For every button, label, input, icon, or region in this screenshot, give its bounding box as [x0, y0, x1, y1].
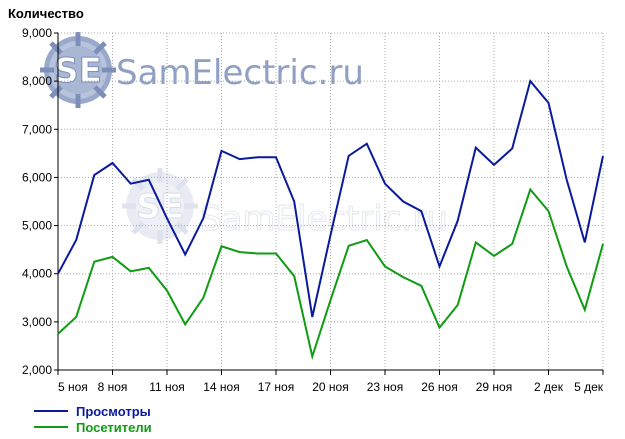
watermark-badge-faint-text: SE — [136, 187, 184, 227]
legend-swatch-views — [34, 410, 68, 412]
legend: Просмотры Посетители — [34, 403, 152, 435]
y-tick-label: 5,000 — [22, 219, 52, 233]
x-tick-label: 29 ноя — [476, 380, 512, 394]
legend-label-visitors: Посетители — [76, 419, 152, 435]
x-tick-label: 2 дек — [534, 380, 564, 394]
legend-item-views: Просмотры — [34, 403, 152, 419]
x-tick-label: 5 ноя — [58, 380, 88, 394]
y-tick-label: 3,000 — [22, 315, 52, 329]
x-tick-label: 23 ноя — [367, 380, 403, 394]
watermark-top: SE SamElectric.ru — [40, 32, 364, 108]
watermark-logo-faint-icon: SE — [122, 168, 198, 244]
x-axis-ticks: 5 ноя 8 ноя 11 ноя 14 ноя 17 ноя 20 ноя 23 ноя… — [57, 370, 604, 394]
legend-item-visitors: Посетители — [34, 419, 152, 435]
watermark-middle: SE SamElectric.ru — [122, 168, 448, 244]
y-tick-label: 2,000 — [22, 363, 52, 377]
x-tick-label: 14 ноя — [203, 380, 239, 394]
grid-lines — [58, 32, 604, 370]
y-axis-ticks: 2,000 3,000 4,000 5,000 6,000 7,000 8,000 9,000 — [22, 26, 58, 377]
x-tick-label: 26 ноя — [421, 380, 457, 394]
y-axis-title: Количество — [8, 6, 84, 21]
watermark-badge-text: SE — [54, 51, 102, 91]
x-tick-label: 11 ноя — [149, 380, 185, 394]
x-tick-label: 17 ноя — [258, 380, 294, 394]
y-tick-label: 7,000 — [22, 122, 52, 136]
series-line-visitors — [57, 187, 604, 361]
series-lines — [57, 78, 604, 361]
x-tick-label: 20 ноя — [312, 380, 348, 394]
watermark-logo-icon: SE — [40, 32, 116, 108]
y-tick-label: 4,000 — [22, 267, 52, 281]
x-tick-label: 8 ноя — [98, 380, 128, 394]
y-tick-label: 9,000 — [22, 26, 52, 40]
watermark-faint-text: SamElectric.ru — [200, 199, 448, 239]
series-line-views — [57, 78, 604, 318]
legend-swatch-visitors — [34, 426, 68, 428]
x-tick-label: 5 дек — [574, 380, 604, 394]
watermark-text: SamElectric.ru — [116, 53, 364, 93]
y-tick-label: 6,000 — [22, 170, 52, 184]
y-tick-label: 8,000 — [22, 74, 52, 88]
legend-label-views: Просмотры — [76, 403, 151, 419]
